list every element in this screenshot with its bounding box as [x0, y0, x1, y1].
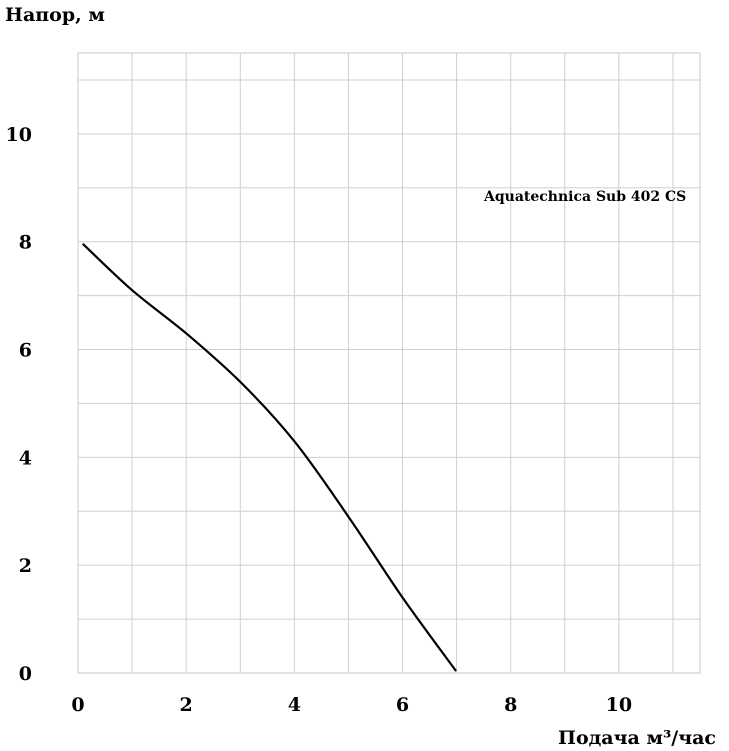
y-tick-label: 4 [19, 447, 32, 469]
x-tick-label: 6 [396, 694, 409, 716]
y-axis-title: Напор, м [5, 4, 105, 26]
x-tick-label: 8 [504, 694, 517, 716]
x-axis-title: Подача м³/час [558, 727, 716, 749]
x-tick-label: 4 [288, 694, 301, 716]
y-tick-label: 2 [19, 555, 32, 577]
tick-labels: 0 2 4 6 8 10 0 2 4 6 8 10 [6, 124, 633, 716]
x-tick-label: 2 [180, 694, 193, 716]
series-group [82, 243, 457, 672]
y-tick-label: 6 [19, 340, 32, 362]
y-tick-label: 0 [19, 663, 32, 685]
x-tick-label: 10 [606, 694, 632, 716]
y-tick-label: 8 [19, 232, 32, 254]
legend-label: Aquatechnica Sub 402 CS [483, 189, 686, 205]
plot-area [77, 52, 701, 674]
grid-lines [78, 53, 700, 673]
y-tick-label: 10 [6, 124, 32, 146]
series-line [82, 243, 457, 672]
x-tick-label: 0 [71, 694, 84, 716]
